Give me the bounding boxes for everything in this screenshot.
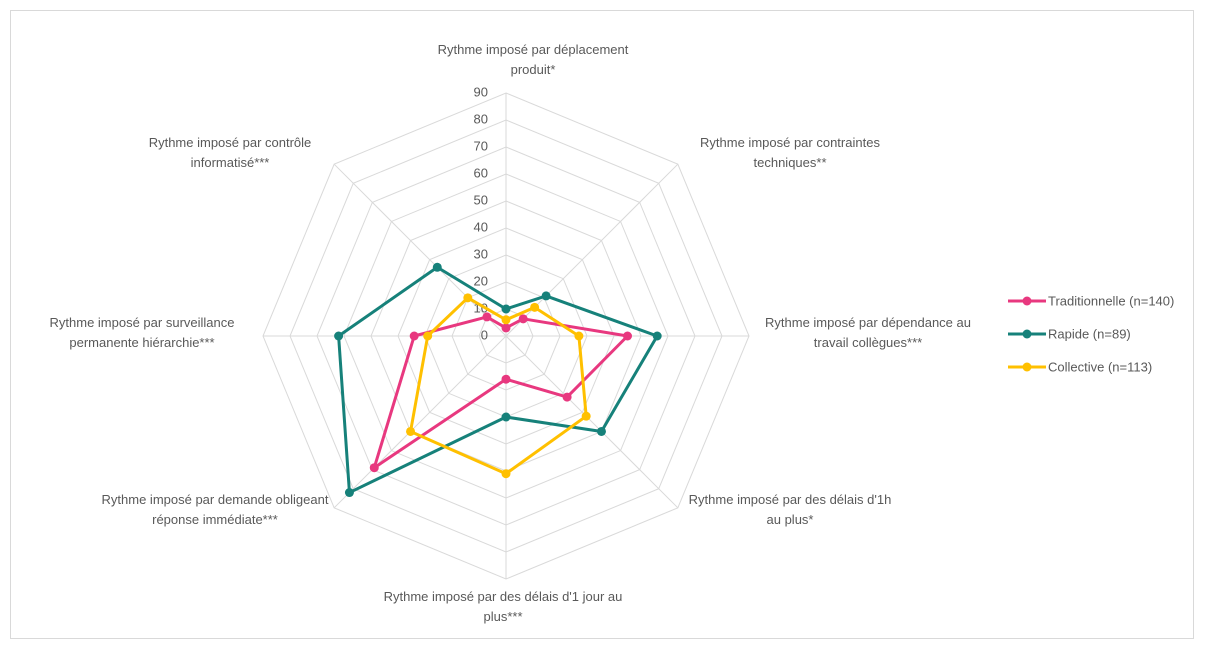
axis-spoke bbox=[333, 163, 507, 337]
r-tick-label: 30 bbox=[474, 246, 488, 261]
r-tick-label: 70 bbox=[474, 138, 488, 153]
series-marker bbox=[501, 469, 511, 479]
r-tick-label: 0 bbox=[481, 327, 488, 342]
series-marker bbox=[596, 426, 606, 436]
series-marker bbox=[501, 323, 511, 333]
axis-label: Rythme imposé par des délais d'1 jour au… bbox=[383, 589, 623, 624]
legend-label: Collective (n=113) bbox=[1048, 359, 1153, 375]
axis-spoke bbox=[505, 335, 679, 509]
axis-label: Rythme imposé par dépendance au travail … bbox=[765, 315, 971, 350]
series-marker bbox=[501, 374, 511, 384]
series-marker bbox=[574, 331, 584, 341]
series-marker bbox=[344, 488, 354, 498]
axis-label: Rythme imposé par contraintes techniques… bbox=[700, 135, 880, 170]
legend-label: Rapide (n=89) bbox=[1048, 326, 1131, 342]
series-marker bbox=[623, 331, 632, 341]
axis-label: Rythme imposé par déplacement produit* bbox=[437, 42, 629, 77]
r-tick-label: 40 bbox=[474, 219, 488, 234]
r-tick-label: 60 bbox=[474, 165, 488, 180]
series-marker bbox=[518, 314, 528, 324]
series-marker bbox=[423, 331, 433, 341]
axis-label: Rythme imposé par contrôle informatisé**… bbox=[148, 135, 312, 170]
series-marker bbox=[409, 331, 419, 341]
axis-label: Rythme imposé par demande obligeant répo… bbox=[101, 492, 329, 527]
legend-marker bbox=[1022, 296, 1032, 306]
series-marker bbox=[369, 463, 379, 473]
chart-frame bbox=[10, 10, 1194, 639]
series-marker bbox=[530, 302, 540, 312]
series-marker bbox=[541, 291, 551, 301]
axis-label: Rythme imposé par des délais d'1h au plu… bbox=[688, 492, 892, 527]
r-tick-label: 20 bbox=[474, 273, 488, 288]
series-marker bbox=[463, 293, 473, 303]
series-marker bbox=[581, 411, 591, 421]
legend-label: Traditionnelle (n=140) bbox=[1048, 293, 1175, 309]
series-marker bbox=[652, 331, 662, 341]
series-marker bbox=[501, 412, 511, 422]
axis-spoke bbox=[333, 335, 507, 509]
series-marker bbox=[501, 304, 511, 314]
r-tick-label: 80 bbox=[474, 111, 488, 126]
series-marker bbox=[432, 262, 442, 272]
series-marker bbox=[334, 331, 344, 341]
r-tick-label: 90 bbox=[474, 84, 488, 99]
legend-marker bbox=[1022, 329, 1032, 339]
axis-label: Rythme imposé par surveillance permanent… bbox=[49, 315, 235, 350]
series-marker bbox=[482, 312, 492, 322]
series-marker bbox=[501, 315, 511, 325]
series-marker bbox=[406, 426, 416, 436]
r-tick-label: 50 bbox=[474, 192, 488, 207]
series-marker bbox=[562, 392, 572, 402]
legend-marker bbox=[1022, 362, 1032, 372]
